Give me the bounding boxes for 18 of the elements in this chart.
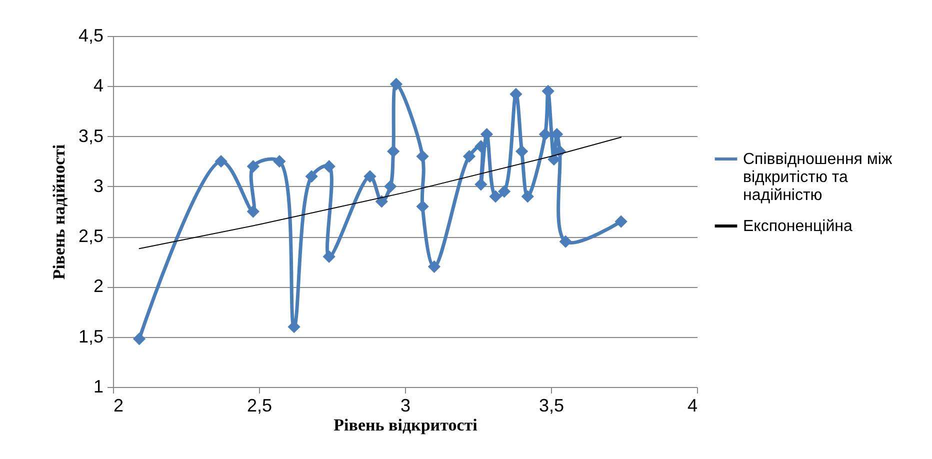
y-tick-label: 2 [93,276,104,296]
x-tick-label: 2,5 [246,396,272,416]
y-tick-label: 3 [93,176,104,196]
line-series [138,136,622,250]
y-tick-label: 1,5 [78,326,104,346]
legend-label: Експоненційна [743,218,852,235]
x-axis-title: Рівень відкритості [334,416,478,434]
y-tick-label: 2,5 [78,226,104,246]
y-tick-label: 3,5 [78,126,104,146]
x-tick-label: 3 [400,396,411,416]
y-tick-label: 4 [93,76,104,96]
y-axis-title: Рівень надійності [49,144,68,280]
x-tick-label: 4 [687,396,698,416]
legend-label: Співвідношення між відкритістю та надійністю [743,151,892,204]
y-tick-label: 1 [93,376,104,396]
x-tick-label: 3,5 [538,396,564,416]
x-tick-label: 2 [114,396,124,416]
y-tick-label: 4,5 [78,26,104,46]
